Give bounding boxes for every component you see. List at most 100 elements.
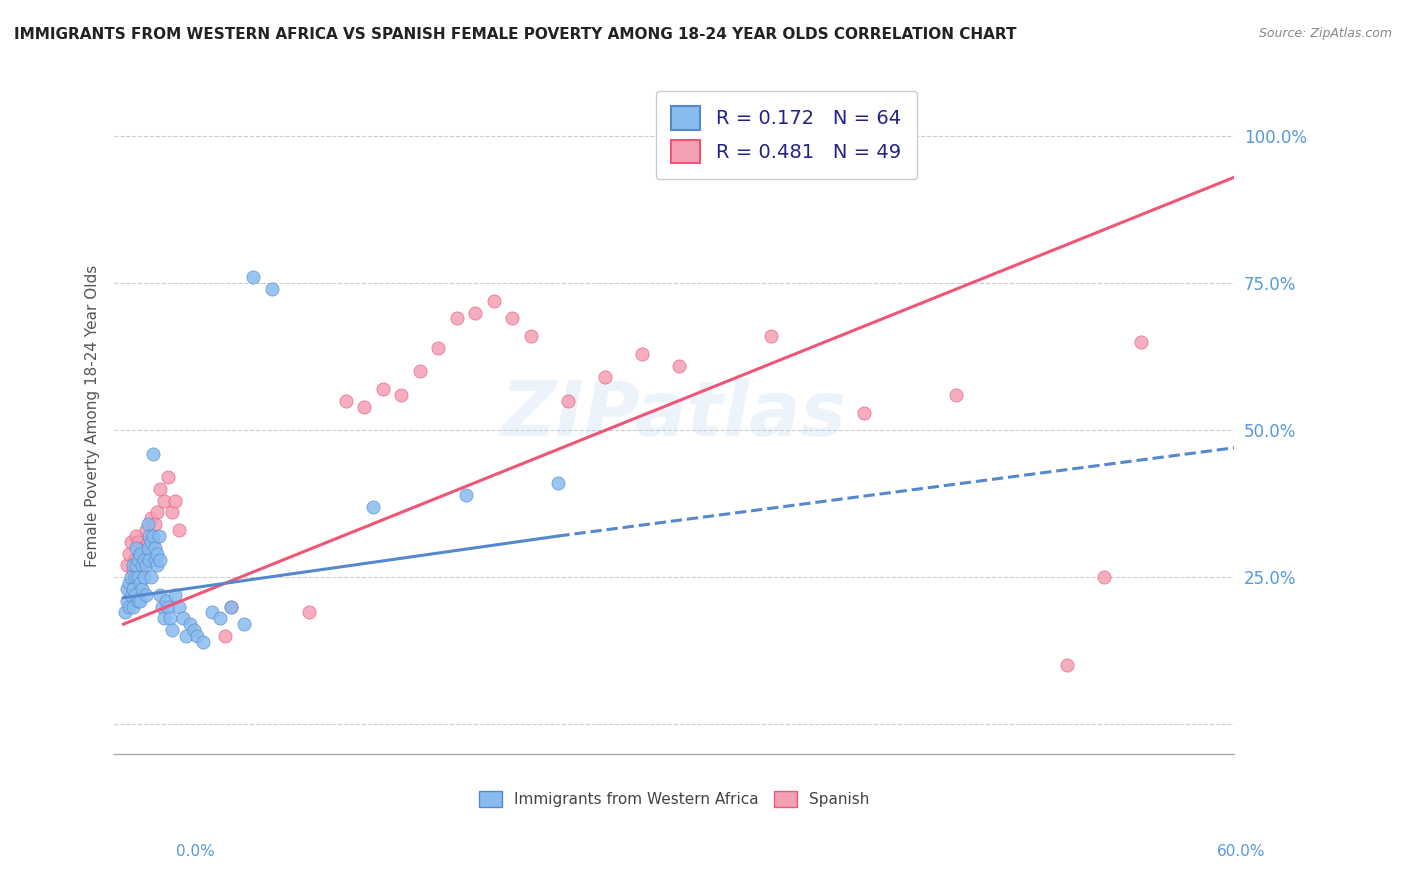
Point — [160, 506, 183, 520]
Point — [141, 570, 163, 584]
Point — [176, 629, 198, 643]
Point — [127, 534, 149, 549]
Point — [145, 547, 167, 561]
Point — [135, 523, 157, 537]
Point — [142, 447, 165, 461]
Point — [121, 582, 143, 596]
Point — [219, 599, 242, 614]
Point — [165, 493, 187, 508]
Point — [167, 599, 190, 614]
Point — [141, 534, 163, 549]
Point — [121, 599, 143, 614]
Point — [145, 506, 167, 520]
Point — [124, 552, 146, 566]
Point — [201, 606, 224, 620]
Point — [232, 617, 254, 632]
Point — [115, 582, 138, 596]
Point — [145, 558, 167, 573]
Point — [150, 599, 173, 614]
Point — [219, 599, 242, 614]
Point — [547, 476, 569, 491]
Point — [141, 511, 163, 525]
Point — [1130, 334, 1153, 349]
Point — [179, 617, 201, 632]
Point — [363, 500, 385, 514]
Point — [131, 564, 153, 578]
Point — [408, 364, 430, 378]
Point — [138, 529, 160, 543]
Point — [125, 529, 148, 543]
Point — [156, 470, 179, 484]
Point — [593, 370, 616, 384]
Point — [852, 405, 875, 419]
Point — [132, 570, 155, 584]
Text: IMMIGRANTS FROM WESTERN AFRICA VS SPANISH FEMALE POVERTY AMONG 18-24 YEAR OLDS C: IMMIGRANTS FROM WESTERN AFRICA VS SPANIS… — [14, 27, 1017, 42]
Point — [124, 588, 146, 602]
Point — [132, 547, 155, 561]
Point — [127, 570, 149, 584]
Point — [155, 593, 177, 607]
Point — [208, 611, 231, 625]
Legend: Immigrants from Western Africa, Spanish: Immigrants from Western Africa, Spanish — [472, 785, 876, 814]
Point — [121, 558, 143, 573]
Point — [136, 534, 159, 549]
Point — [149, 482, 172, 496]
Point — [125, 558, 148, 573]
Point — [167, 523, 190, 537]
Point — [120, 534, 142, 549]
Point — [127, 552, 149, 566]
Text: ZIPatlas: ZIPatlas — [501, 378, 846, 452]
Point — [353, 400, 375, 414]
Point — [482, 293, 505, 308]
Point — [129, 576, 152, 591]
Point — [125, 541, 148, 555]
Point — [118, 547, 141, 561]
Point — [127, 593, 149, 607]
Point — [148, 529, 170, 543]
Point — [668, 359, 690, 373]
Point — [427, 341, 450, 355]
Point — [114, 606, 136, 620]
Point — [630, 347, 652, 361]
Point — [138, 547, 160, 561]
Point — [945, 388, 967, 402]
Point — [143, 541, 166, 555]
Point — [135, 558, 157, 573]
Point — [115, 593, 138, 607]
Point — [118, 599, 141, 614]
Point — [446, 311, 468, 326]
Point — [165, 588, 187, 602]
Point — [142, 529, 165, 543]
Point — [143, 552, 166, 566]
Point — [191, 635, 214, 649]
Point — [132, 552, 155, 566]
Point — [136, 517, 159, 532]
Point — [186, 629, 208, 643]
Point — [172, 611, 194, 625]
Point — [214, 629, 236, 643]
Point — [129, 593, 152, 607]
Point — [153, 611, 176, 625]
Text: Source: ZipAtlas.com: Source: ZipAtlas.com — [1258, 27, 1392, 40]
Point — [1092, 570, 1115, 584]
Point — [1056, 658, 1078, 673]
Point — [183, 623, 205, 637]
Point — [519, 329, 541, 343]
Point — [501, 311, 523, 326]
Point — [156, 599, 179, 614]
Point — [149, 588, 172, 602]
Y-axis label: Female Poverty Among 18-24 Year Olds: Female Poverty Among 18-24 Year Olds — [86, 264, 100, 566]
Text: 60.0%: 60.0% — [1218, 845, 1265, 859]
Point — [125, 558, 148, 573]
Point — [129, 547, 152, 561]
Point — [136, 541, 159, 555]
Point — [557, 393, 579, 408]
Text: 0.0%: 0.0% — [176, 845, 215, 859]
Point — [242, 270, 264, 285]
Point — [135, 588, 157, 602]
Point — [159, 611, 181, 625]
Point — [120, 570, 142, 584]
Point — [118, 576, 141, 591]
Point — [149, 552, 172, 566]
Point — [260, 282, 283, 296]
